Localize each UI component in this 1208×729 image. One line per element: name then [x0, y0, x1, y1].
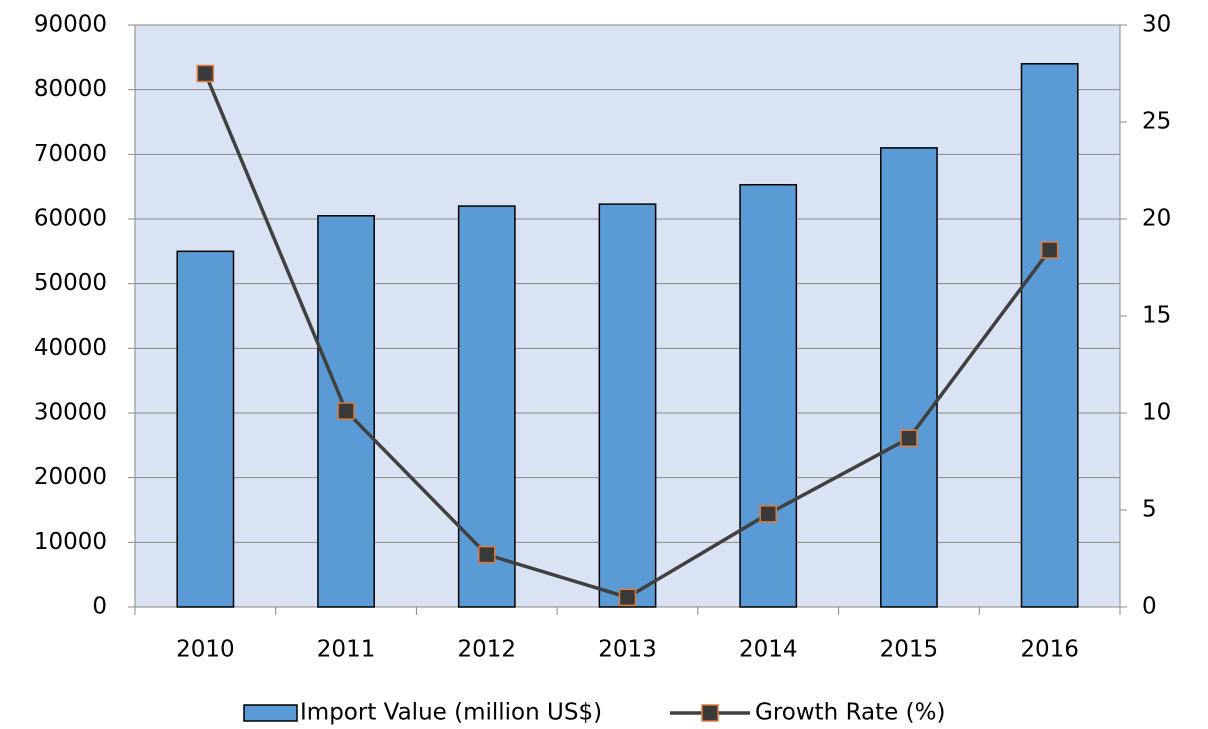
- legend-label: Growth Rate (%): [755, 700, 945, 726]
- y-tick-label: 90000: [34, 12, 107, 38]
- bar: [739, 183, 798, 608]
- y-tick-label: 50000: [34, 270, 107, 296]
- bar: [457, 205, 516, 608]
- marker: [900, 429, 918, 447]
- y2-tick-label: 25: [1142, 109, 1171, 135]
- x-tick-label: 2014: [739, 637, 798, 663]
- bar: [176, 250, 235, 608]
- marker: [478, 545, 496, 564]
- x-tick-label: 2010: [176, 637, 235, 663]
- x-tick-label: 2013: [598, 637, 657, 663]
- y2-tick-label: 10: [1142, 400, 1171, 426]
- y-tick-label: 60000: [34, 206, 107, 232]
- bar: [880, 147, 938, 608]
- y-tick-label: 80000: [34, 76, 107, 102]
- y-tick-label: 70000: [34, 141, 107, 167]
- marker: [759, 505, 777, 523]
- marker: [337, 402, 355, 420]
- marker: [196, 64, 215, 83]
- y-tick-label: 20000: [34, 464, 107, 490]
- bar: [598, 203, 657, 608]
- y-tick-label: 10000: [34, 529, 107, 555]
- y-tick-label: 40000: [34, 335, 107, 361]
- bar: [1020, 63, 1079, 608]
- y2-tick-label: 5: [1142, 497, 1157, 523]
- x-tick-label: 2012: [458, 637, 517, 663]
- y2-tick-label: 0: [1142, 594, 1157, 620]
- x-tick-label: 2016: [1020, 637, 1079, 663]
- y-tick-label: 30000: [34, 400, 107, 426]
- x-tick-label: 2015: [880, 637, 939, 663]
- y2-tick-label: 15: [1142, 303, 1171, 329]
- legend-swatch: [243, 704, 298, 722]
- legend-marker: [701, 704, 719, 722]
- legend-label: Import Value (million US$): [300, 700, 602, 726]
- marker: [618, 588, 637, 607]
- marker: [1040, 241, 1059, 259]
- y-tick-label: 0: [92, 594, 107, 620]
- y2-tick-label: 30: [1142, 12, 1171, 38]
- x-tick-label: 2011: [317, 637, 376, 663]
- y2-tick-label: 20: [1142, 206, 1171, 232]
